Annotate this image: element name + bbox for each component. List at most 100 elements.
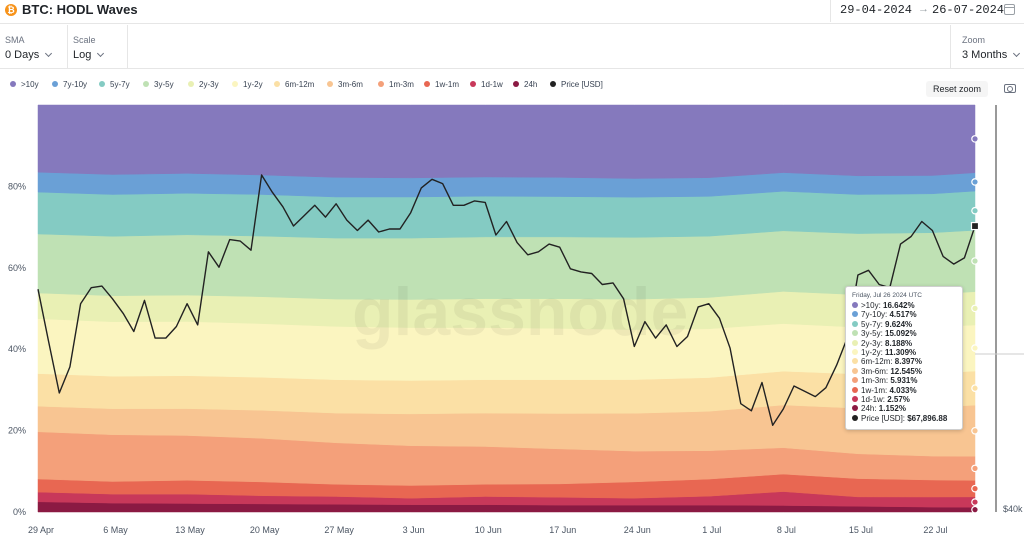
legend-label: 1y-2y (243, 80, 263, 89)
x-tick-label: 15 Jul (849, 525, 873, 535)
date-range-picker[interactable]: 29-04-2024 → 26-07-2024 (830, 0, 1024, 22)
tooltip-series-name: 1m-3m: (861, 376, 891, 386)
tooltip-series-name: Price [USD]: (861, 413, 908, 423)
tooltip-series-value: $67,896.88 (907, 413, 948, 423)
bitcoin-icon: ₿ (5, 4, 17, 16)
tooltip-swatch (852, 386, 858, 393)
legend-swatch (143, 81, 149, 87)
legend-swatch (378, 81, 384, 87)
legend-swatch (10, 81, 16, 87)
tooltip-series-value: 12.545% (890, 366, 922, 376)
tooltip-series-value: 11.309% (885, 348, 917, 358)
legend-item[interactable]: 1m-3m (378, 80, 414, 89)
hover-marker (971, 257, 979, 265)
chart-controls: SMA 0 Days Scale Log Zoom 3 Months (0, 25, 1024, 69)
legend-item[interactable]: 1w-1m (424, 80, 459, 89)
tooltip-date: Friday, Jul 26 2024 UTC (852, 292, 922, 299)
tooltip-series-value: 8.397% (894, 357, 922, 367)
chevron-down-icon (97, 49, 105, 58)
tooltip-swatch (852, 302, 858, 308)
legend-item[interactable]: 7y-10y (52, 80, 87, 89)
date-to-input[interactable]: 26-07-2024 (932, 3, 1005, 17)
calendar-icon[interactable] (1004, 4, 1015, 15)
tooltip-row: Price [USD]: $67,896.88 (852, 414, 956, 423)
tooltip-row: 3y-5y: 15.092% (852, 329, 956, 338)
tooltip-series-name: 2y-3y: (861, 338, 886, 348)
tooltip-series-name: 1d-1w: (861, 395, 888, 405)
legend-label: Price [USD] (561, 80, 603, 89)
tooltip-row: 1d-1w: 2.57% (852, 395, 956, 404)
area-series-10y (37, 104, 976, 179)
camera-icon[interactable] (1004, 84, 1016, 93)
x-tick-label: 29 Apr (28, 525, 54, 535)
legend-item[interactable]: 3y-5y (143, 80, 174, 89)
x-tick-label: 3 Jun (403, 525, 425, 535)
zoom-select[interactable]: Zoom 3 Months (950, 25, 1024, 68)
scale-value[interactable]: Log (73, 49, 105, 61)
tooltip-row: >10y: 16.642% (852, 301, 956, 310)
hover-marker (971, 484, 979, 493)
scale-select[interactable]: Scale Log (68, 25, 128, 68)
x-tick-label: 8 Jul (777, 525, 796, 535)
tooltip-series-value: 4.033% (889, 385, 917, 395)
tooltip-series-name: 3y-5y: (861, 329, 886, 339)
sma-label: SMA (5, 35, 25, 45)
legend-item[interactable]: 3m-6m (327, 80, 363, 89)
chart-header: ₿ BTC: HODL Waves 29-04-2024 → 26-07-202… (0, 0, 1024, 24)
reset-zoom-button[interactable]: Reset zoom (926, 81, 988, 97)
price-hover-marker (970, 221, 980, 231)
legend-item[interactable]: 24h (513, 80, 537, 89)
tooltip-series-name: 5y-7y: (861, 319, 886, 329)
legend-label: >10y (21, 80, 39, 89)
legend-item[interactable]: 1y-2y (232, 80, 263, 89)
y2-tick-label: $40k (1003, 504, 1023, 514)
legend-label: 24h (524, 80, 538, 89)
x-tick-label: 27 May (324, 525, 354, 535)
tooltip-swatch (852, 377, 858, 384)
tooltip-series-name: >10y: (861, 301, 884, 310)
legend-label: 3m-6m (338, 80, 363, 89)
tooltip-row: 6m-12m: 8.397% (852, 357, 956, 366)
y-tick-label: 60% (8, 263, 26, 273)
sma-value[interactable]: 0 Days (5, 49, 53, 61)
date-from-input[interactable]: 29-04-2024 (840, 3, 913, 17)
legend-item[interactable]: 2y-3y (188, 80, 219, 89)
tooltip-swatch (852, 349, 858, 356)
legend-swatch (52, 81, 58, 87)
zoom-value[interactable]: 3 Months (962, 49, 1021, 61)
legend-item[interactable]: 1d-1w (470, 80, 503, 89)
legend-item[interactable]: 5y-7y (99, 80, 130, 89)
legend-item[interactable]: >10y (10, 80, 39, 89)
legend-swatch (327, 81, 333, 87)
tooltip-series-name: 24h: (861, 404, 879, 414)
sma-select[interactable]: SMA 0 Days (0, 25, 68, 68)
tooltip-row: 24h: 1.152% (852, 404, 956, 413)
legend-label: 2y-3y (199, 80, 219, 89)
tooltip-series-value: 16.642% (883, 301, 915, 310)
legend-swatch (188, 81, 194, 87)
y-tick-label: 80% (8, 181, 26, 191)
area-series-5y7y (37, 190, 976, 239)
tooltip-swatch (852, 396, 858, 403)
tooltip-swatch (852, 330, 858, 337)
tooltip-row: 1m-3m: 5.931% (852, 376, 956, 385)
legend-item[interactable]: Price [USD] (550, 80, 603, 89)
tooltip-series-name: 3m-6m: (861, 366, 891, 376)
legend-swatch (424, 81, 430, 87)
tooltip-row: 1w-1m: 4.033% (852, 386, 956, 395)
legend-item[interactable]: 6m-12m (274, 80, 314, 89)
legend-swatch (232, 81, 238, 87)
hover-marker (971, 135, 979, 143)
hover-marker (971, 426, 979, 435)
tooltip-swatch (852, 414, 858, 421)
tooltip-series-name: 1y-2y: (861, 348, 886, 358)
hover-marker (971, 464, 979, 473)
legend-label: 1w-1m (435, 80, 460, 89)
chevron-down-icon (1013, 49, 1021, 58)
x-tick-label: 13 May (175, 525, 205, 535)
legend-label: 3y-5y (154, 80, 174, 89)
tooltip-swatch (852, 405, 858, 412)
tooltip-series-name: 6m-12m: (861, 357, 895, 367)
x-tick-label: 24 Jun (624, 525, 651, 535)
